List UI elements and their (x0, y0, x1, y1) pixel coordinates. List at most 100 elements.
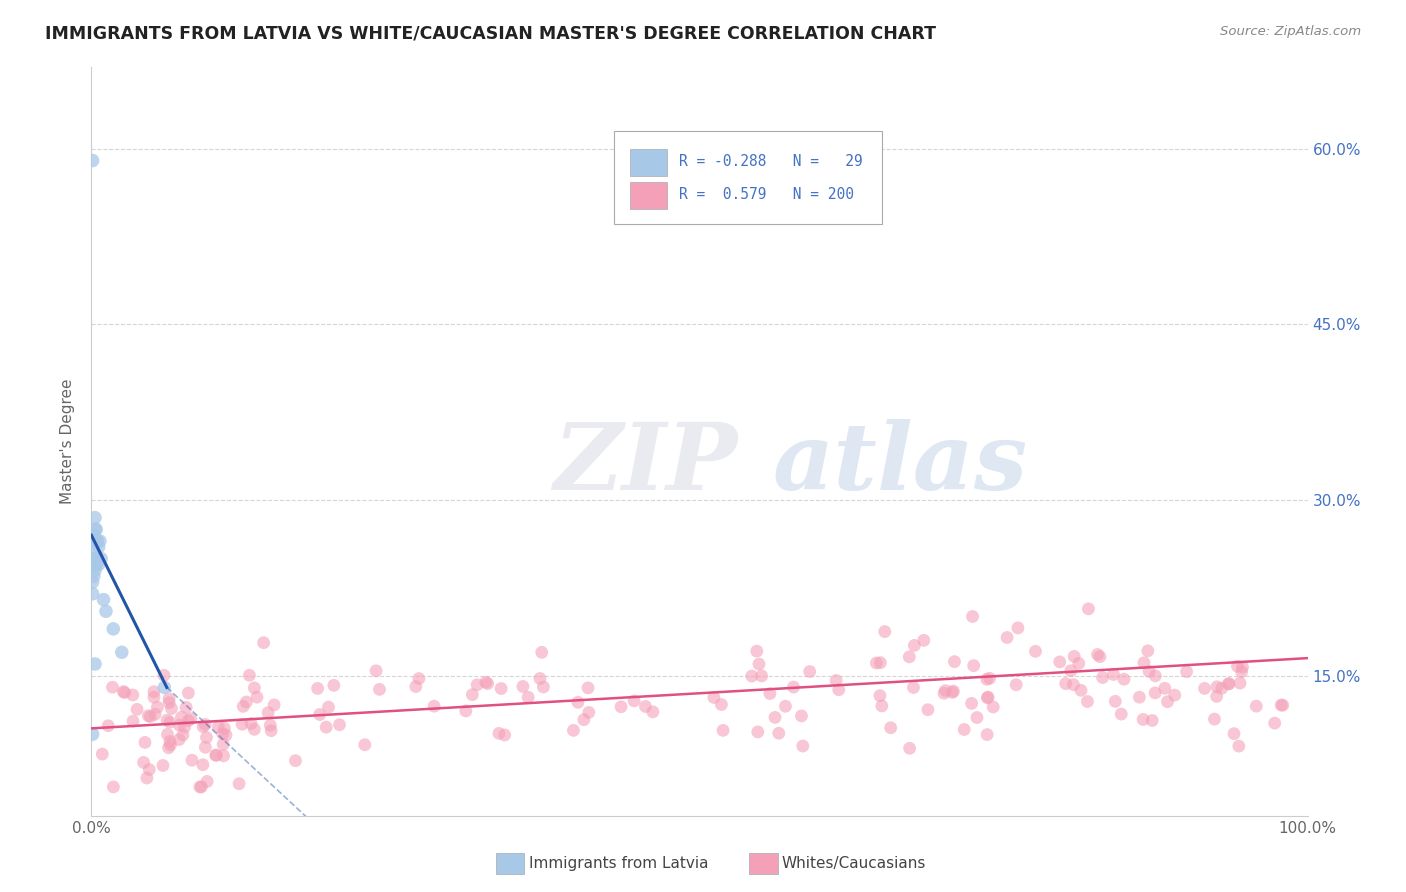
Point (257, 706, 280, 720)
Point (1076, 694, 1098, 708)
Point (188, 780, 211, 794)
Point (263, 698, 285, 712)
Point (979, 671, 1001, 685)
Text: Whites/Caucasians: Whites/Caucasians (782, 856, 927, 871)
Point (169, 718, 191, 732)
Point (1062, 678, 1084, 692)
Point (93, 592, 115, 607)
Point (828, 682, 851, 697)
Point (768, 726, 790, 740)
Point (405, 680, 427, 694)
Point (865, 656, 887, 670)
Point (1194, 681, 1216, 696)
Text: R = -0.288   N =   29: R = -0.288 N = 29 (679, 153, 862, 169)
Point (156, 727, 179, 741)
Point (153, 668, 176, 682)
Point (932, 686, 955, 700)
Point (1264, 716, 1286, 731)
FancyBboxPatch shape (630, 149, 666, 176)
Point (153, 681, 176, 695)
Point (172, 728, 194, 742)
Point (517, 690, 540, 705)
Point (156, 713, 179, 727)
Point (180, 712, 202, 726)
Point (963, 658, 986, 673)
Point (531, 680, 554, 694)
Point (368, 682, 391, 697)
Point (90, 551, 112, 566)
Point (1128, 690, 1150, 705)
Point (83, 534, 105, 549)
Point (82, 551, 104, 566)
Point (1246, 699, 1268, 714)
Point (232, 699, 254, 714)
Point (942, 684, 965, 698)
Point (170, 710, 193, 724)
Point (143, 690, 166, 705)
Point (454, 704, 477, 718)
Point (461, 688, 484, 702)
Point (82, 727, 104, 741)
Point (101, 680, 124, 694)
Point (1087, 648, 1109, 662)
Point (976, 672, 998, 686)
Point (195, 731, 218, 745)
Point (634, 699, 657, 714)
Point (111, 645, 134, 659)
Point (84, 534, 107, 549)
Point (572, 713, 595, 727)
Point (322, 678, 344, 692)
Point (139, 709, 162, 723)
Point (86, 551, 108, 566)
Point (307, 681, 329, 696)
Point (578, 706, 600, 720)
Point (747, 725, 769, 739)
Point (125, 702, 148, 716)
Point (84, 657, 107, 671)
Point (745, 644, 768, 658)
Point (1232, 660, 1254, 674)
Point (157, 691, 180, 706)
Point (91, 747, 114, 761)
Point (328, 717, 350, 731)
Point (195, 774, 218, 789)
Point (83, 558, 105, 572)
Point (84, 558, 107, 572)
Point (1136, 644, 1159, 658)
Point (135, 771, 157, 785)
Point (173, 720, 195, 734)
Point (167, 732, 190, 747)
Point (84, 522, 107, 536)
Point (1164, 688, 1187, 702)
Point (194, 717, 217, 731)
Point (1226, 659, 1249, 673)
Point (1007, 621, 1029, 635)
Point (84, 510, 107, 524)
Point (138, 763, 160, 777)
Point (512, 680, 534, 694)
Point (1104, 694, 1126, 708)
Point (1175, 665, 1198, 679)
Point (1230, 665, 1253, 679)
Point (246, 690, 269, 705)
Point (243, 681, 266, 695)
Point (84, 522, 107, 536)
Point (898, 649, 921, 664)
Point (160, 701, 183, 715)
Point (576, 681, 599, 695)
Point (318, 700, 340, 714)
Point (84, 563, 107, 577)
Point (240, 716, 263, 731)
Point (489, 681, 512, 696)
Point (190, 780, 212, 794)
Point (159, 715, 181, 730)
Point (1132, 713, 1154, 727)
Point (943, 655, 966, 669)
Point (1067, 657, 1090, 671)
Point (960, 697, 983, 711)
Point (1109, 707, 1132, 722)
Point (1102, 667, 1125, 681)
Point (174, 700, 197, 714)
Point (228, 777, 250, 791)
Point (934, 683, 956, 698)
